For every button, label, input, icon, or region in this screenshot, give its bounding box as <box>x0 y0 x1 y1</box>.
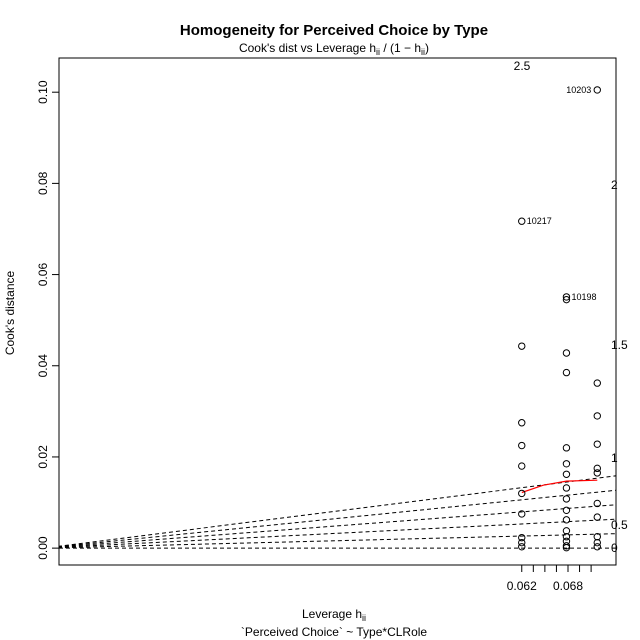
data-point <box>562 349 571 357</box>
data-point <box>562 444 571 452</box>
chart-title: Homogeneity for Perceived Choice by Type <box>180 22 488 39</box>
data-points: 10217 10198 10203 <box>518 85 601 552</box>
data-point <box>562 543 571 552</box>
cook-contour-1 <box>59 518 616 548</box>
cook-contour-lines <box>59 475 616 549</box>
y-tick-label: 0.10 <box>36 80 50 104</box>
x-axis-label-subscript: ii <box>362 613 366 623</box>
chart-subtitle: Cook's dist vs Leverage hii / (1 − hii) <box>239 41 429 57</box>
x-axis-label-text: Leverage h <box>302 607 362 621</box>
data-point <box>562 295 571 304</box>
data-point <box>562 506 571 514</box>
data-point <box>562 293 571 301</box>
axes: 0.00 0.02 0.04 0.06 0.08 0.10 0.062 0.068 <box>36 80 592 593</box>
cook-contour-0.5 <box>59 533 616 549</box>
subtitle-subscript: ii <box>376 47 380 57</box>
x-tick-label: 0.062 <box>507 579 537 593</box>
contour-label-1: 1 <box>611 451 618 465</box>
data-point <box>593 499 601 508</box>
subtitle-formula-open: / (1 − h <box>380 41 421 55</box>
model-formula: `Perceived Choice` ~ Type*CLRole <box>241 625 428 639</box>
data-point <box>593 513 601 521</box>
data-point <box>518 342 526 350</box>
data-point <box>562 368 571 377</box>
subtitle-text: Cook's dist vs Leverage h <box>239 41 376 55</box>
point-label: 10203 <box>566 85 591 95</box>
data-point <box>562 484 571 492</box>
point-label: 10217 <box>527 216 552 226</box>
contour-label-1.5: 1.5 <box>611 338 628 352</box>
point-label: 10198 <box>571 292 596 302</box>
data-point <box>562 533 571 541</box>
data-point <box>562 470 571 478</box>
data-point <box>518 489 526 498</box>
cook-contour-2.5 <box>59 475 616 547</box>
lowess-smoother <box>521 479 598 494</box>
subtitle-formula-subscript: ii <box>421 47 425 57</box>
data-point <box>593 543 601 551</box>
data-point <box>562 460 571 468</box>
data-point <box>593 538 601 547</box>
smoother-line <box>521 479 598 494</box>
data-point <box>562 516 571 524</box>
contour-label-0.5: 0.5 <box>611 518 628 532</box>
data-point <box>518 543 526 551</box>
cook-contour-1.5 <box>59 504 616 548</box>
data-point <box>518 462 526 470</box>
cook-contour-2 <box>59 489 616 548</box>
data-point <box>593 412 601 420</box>
data-point <box>518 538 526 547</box>
y-tick-label: 0.00 <box>36 536 50 560</box>
plot-frame <box>58 57 617 566</box>
y-tick-label: 0.02 <box>36 445 50 469</box>
y-tick-label: 0.06 <box>36 263 50 287</box>
data-point <box>593 379 601 387</box>
data-point <box>518 510 526 518</box>
contour-label-2.5: 2.5 <box>514 59 531 73</box>
data-point <box>593 86 601 94</box>
data-point <box>518 217 526 225</box>
data-point <box>593 469 601 477</box>
y-tick-label: 0.08 <box>36 171 50 195</box>
contour-label-2: 2 <box>611 178 618 192</box>
subtitle-formula-close: ) <box>425 41 429 55</box>
data-point <box>518 533 526 542</box>
data-point <box>593 464 601 473</box>
data-point <box>593 440 601 448</box>
data-point <box>518 419 526 427</box>
x-axis-label: Leverage hii <box>302 607 366 623</box>
y-tick-label: 0.04 <box>36 354 50 378</box>
data-point <box>518 441 526 450</box>
y-axis-label: Cook's distance <box>3 271 17 356</box>
x-tick-label: 0.068 <box>553 579 583 593</box>
contour-label-0: 0 <box>611 541 618 555</box>
data-point <box>562 495 571 503</box>
